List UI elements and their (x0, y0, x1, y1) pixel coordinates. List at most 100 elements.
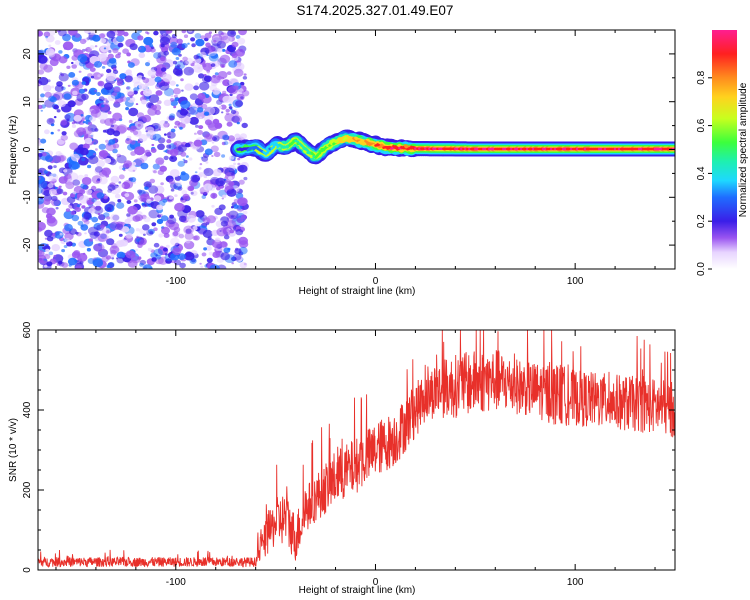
noise-blob (181, 89, 184, 92)
snr-xtick-label: 100 (567, 577, 584, 588)
noise-blob (172, 231, 179, 237)
noise-blob (98, 176, 108, 185)
noise-blob (78, 88, 85, 94)
noise-blob (203, 75, 212, 82)
noise-blob (97, 233, 108, 242)
noise-blob (122, 167, 126, 171)
noise-blob (44, 91, 52, 98)
noise-blob (49, 96, 57, 103)
noise-blob (216, 123, 222, 128)
spectrogram-plot (38, 30, 675, 269)
snr-xtick-label: -100 (166, 577, 186, 588)
noise-blob (58, 50, 63, 54)
noise-blob (43, 170, 49, 174)
noise-blob (202, 229, 213, 238)
noise-blob (84, 174, 89, 178)
noise-blob (173, 94, 178, 98)
noise-blob (195, 38, 205, 47)
signal-segment (364, 139, 370, 145)
noise-blob (64, 114, 71, 120)
noise-blob (197, 130, 203, 135)
noise-blob (229, 229, 235, 234)
noise-blob (125, 107, 129, 111)
noise-blob (103, 82, 113, 91)
noise-blob (142, 77, 150, 84)
noise-blob (230, 109, 237, 115)
noise-blob (169, 155, 178, 162)
noise-blob (180, 151, 187, 157)
spectrogram-ytick-label: 10 (22, 96, 33, 108)
noise-blob (115, 77, 120, 81)
noise-blob (168, 196, 173, 200)
noise-blob (125, 138, 133, 145)
noise-blob (219, 54, 231, 64)
noise-blob (60, 120, 68, 126)
noise-blob (148, 185, 159, 194)
noise-blob (124, 218, 131, 224)
noise-blob (89, 37, 94, 41)
noise-blob (59, 232, 63, 236)
noise-blob (46, 261, 53, 267)
noise-blob (72, 191, 77, 195)
noise-blob (235, 48, 245, 57)
noise-blob (217, 48, 223, 53)
noise-blob (43, 84, 52, 92)
noise-blob (54, 84, 64, 92)
noise-blob (135, 103, 139, 106)
noise-blob (231, 115, 240, 123)
noise-blob (178, 215, 187, 222)
noise-blob (161, 215, 169, 222)
noise-blob (104, 118, 114, 126)
noise-blob (143, 233, 146, 236)
noise-blob (170, 188, 175, 192)
noise-blob (117, 52, 122, 56)
noise-blob (198, 125, 204, 130)
noise-blob (165, 244, 170, 249)
noise-blob (188, 106, 199, 115)
noise-blob (179, 262, 186, 269)
noise-blob (57, 129, 61, 132)
noise-blob (118, 181, 122, 184)
noise-blob (125, 250, 136, 259)
noise-blob (237, 164, 248, 173)
noise-blob (46, 215, 56, 224)
noise-blob (156, 204, 164, 211)
noise-blob (102, 209, 106, 212)
noise-blob (130, 177, 137, 183)
noise-blob (190, 37, 196, 42)
noise-blob (163, 99, 172, 107)
noise-blob (149, 178, 156, 184)
noise-blob (181, 189, 188, 195)
noise-blob (172, 60, 178, 65)
noise-blob (40, 109, 43, 112)
noise-blob (38, 77, 49, 86)
noise-blob (94, 243, 105, 253)
noise-blob (67, 84, 71, 87)
noise-blob (75, 231, 79, 235)
snr-ylabel: SNR (10 * v/v) (8, 418, 19, 482)
noise-blob (108, 57, 117, 64)
noise-blob (89, 116, 96, 122)
noise-blob (152, 133, 162, 141)
noise-blob (38, 227, 43, 233)
noise-blob (81, 117, 86, 121)
noise-blob (118, 183, 125, 189)
noise-blob (39, 148, 45, 153)
noise-blob (166, 216, 177, 225)
noise-blob (147, 107, 158, 116)
noise-blob (212, 169, 222, 177)
noise-blob (53, 165, 57, 169)
noise-blob (86, 247, 91, 252)
noise-blob (184, 232, 194, 241)
spectrogram-xtick-label: 0 (373, 276, 379, 287)
noise-blob (163, 50, 169, 56)
noise-blob (238, 30, 247, 36)
noise-blob (57, 138, 65, 145)
noise-blob (119, 96, 127, 102)
noise-blob (134, 146, 145, 156)
noise-blob (43, 190, 51, 197)
snr-ytick-label: 400 (22, 401, 33, 418)
noise-blob (127, 223, 131, 227)
noise-blob (71, 153, 80, 162)
signal-segment (390, 146, 396, 150)
